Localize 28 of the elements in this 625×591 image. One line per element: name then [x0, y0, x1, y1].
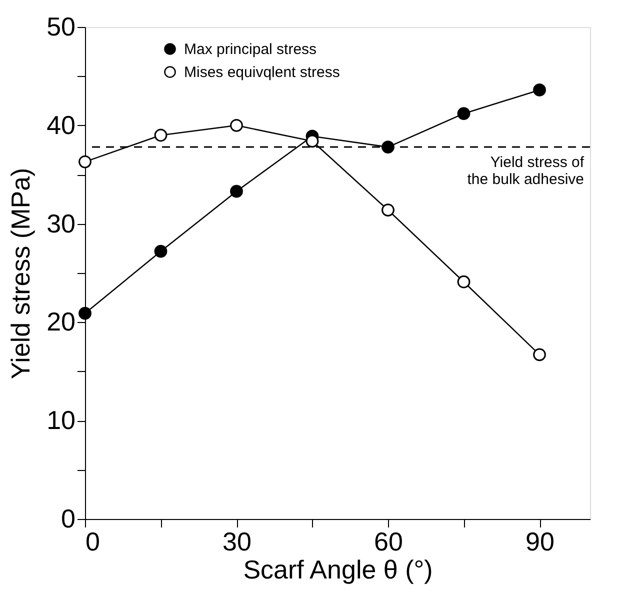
point [533, 84, 546, 96]
point [457, 275, 470, 288]
point [230, 118, 243, 132]
y-tick-label: 0 [61, 504, 76, 534]
y-tick-label: 30 [46, 208, 76, 238]
y-tick-label: 20 [46, 306, 76, 337]
legend-label: Mises equivqlent stress [184, 64, 340, 81]
point [382, 140, 394, 154]
legend-label: Max principal stress [184, 41, 317, 58]
point [154, 128, 168, 142]
point [154, 244, 168, 258]
y-tick-label: 50 [46, 12, 76, 42]
x-tick-label: 90 [526, 526, 554, 556]
x-tick-label: 30 [222, 526, 252, 556]
point [306, 134, 319, 148]
y-tick-label: 10 [46, 405, 76, 436]
x-tick-label: 60 [374, 526, 403, 556]
y-axis-title: Yield stress (MPa) [6, 168, 36, 380]
x-axis-title: Scarf Angle θ (°) [243, 554, 433, 584]
point [78, 155, 92, 168]
y-tick-label: 40 [46, 110, 76, 140]
point [78, 306, 92, 320]
point [457, 107, 470, 120]
point [230, 184, 243, 198]
x-tick-label: 0 [86, 526, 100, 556]
point [533, 348, 546, 362]
point [382, 204, 394, 216]
ref-line-label: Yield stress of the bulk adhesive [467, 154, 585, 188]
